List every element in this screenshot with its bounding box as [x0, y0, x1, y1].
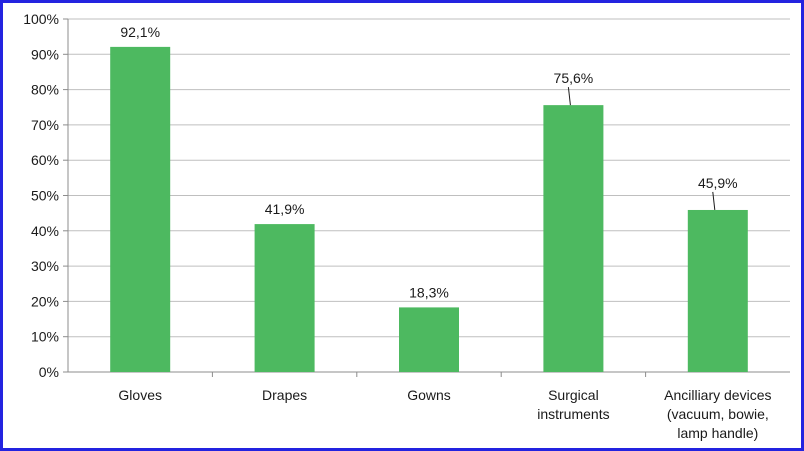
data-label: 18,3%: [409, 284, 449, 300]
category-label: (vacuum, bowie,: [667, 406, 769, 422]
y-tick-label: 10%: [31, 329, 59, 345]
category-label: instruments: [537, 406, 609, 422]
y-tick-label: 30%: [31, 258, 59, 274]
category-label: Drapes: [262, 387, 307, 403]
data-label: 92,1%: [120, 24, 160, 40]
y-tick-label: 100%: [23, 11, 59, 27]
bar-2: [399, 307, 459, 372]
bar-4: [687, 209, 748, 372]
y-tick-label: 40%: [31, 223, 59, 239]
y-tick-label: 0%: [39, 364, 59, 380]
y-tick-label: 60%: [31, 152, 59, 168]
y-tick-label: 80%: [31, 82, 59, 98]
data-label: 41,9%: [265, 201, 305, 217]
category-label: Ancilliary devices: [664, 387, 771, 403]
y-tick-label: 20%: [31, 293, 59, 309]
data-label-leader: [567, 87, 571, 106]
bar-0: [110, 46, 171, 373]
category-label: Gowns: [407, 387, 451, 403]
y-tick-label: 70%: [31, 117, 59, 133]
category-label: lamp handle): [677, 425, 758, 441]
bar-1: [254, 224, 315, 372]
category-label: Gloves: [118, 387, 162, 403]
bar-3: [543, 105, 604, 372]
y-tick-label: 50%: [31, 188, 59, 204]
data-label-leader: [712, 191, 716, 211]
data-label: 45,9%: [698, 175, 738, 191]
y-tick-label: 90%: [31, 46, 59, 62]
data-label: 75,6%: [554, 70, 594, 86]
category-label: Surgical: [548, 387, 599, 403]
